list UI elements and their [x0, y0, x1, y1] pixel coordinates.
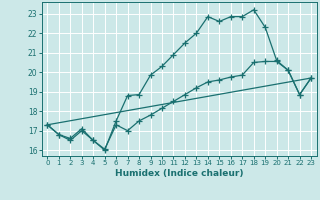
- X-axis label: Humidex (Indice chaleur): Humidex (Indice chaleur): [115, 169, 244, 178]
